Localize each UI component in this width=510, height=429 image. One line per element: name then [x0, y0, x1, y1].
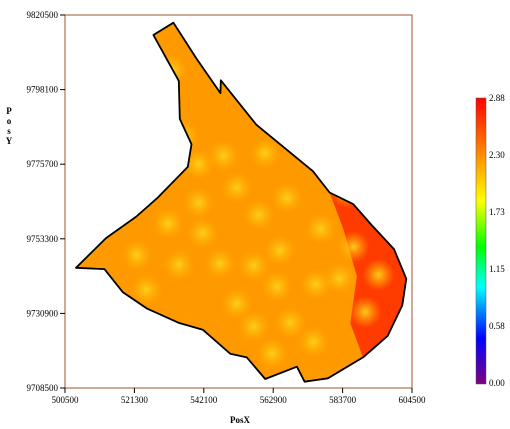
colorbar-label: 0.58	[489, 321, 505, 331]
colorbar-label: 1.73	[489, 207, 505, 217]
hotspot	[297, 325, 330, 358]
hotspot	[249, 137, 282, 170]
hotspot	[167, 119, 200, 152]
hotspot	[182, 148, 215, 181]
plot-frame	[64, 14, 413, 389]
hotspot	[256, 337, 289, 370]
x-axis: 500500 521300 542100 562900 583700 60450…	[52, 388, 427, 405]
hotspot	[140, 67, 173, 100]
colorbar-gradient	[475, 97, 487, 385]
y-tick-label: 9775700	[27, 159, 59, 169]
hotspot	[362, 258, 395, 291]
y-axis-title: P o s Y	[6, 106, 13, 146]
hotspot	[323, 262, 356, 295]
hotspot	[330, 175, 363, 208]
y-axis: 9820500 9798100 9775700 9753300 9730900 …	[27, 10, 65, 393]
hotspot	[220, 287, 253, 320]
hotspot	[260, 270, 293, 303]
y-axis-title-char: o	[7, 116, 12, 126]
x-tick-label: 521300	[121, 395, 149, 405]
colorbar-label: 1.15	[489, 264, 505, 274]
colorbar-label: 2.88	[489, 93, 505, 103]
colorbar: 2.88 2.30 1.73 1.15 0.58 0.00	[475, 93, 505, 388]
hotspot	[220, 171, 253, 204]
y-tick-label: 9820500	[27, 10, 59, 20]
y-tick-label: 9708500	[27, 383, 59, 393]
region-outline	[75, 21, 408, 383]
hotspot	[349, 296, 382, 329]
hotspot	[237, 310, 270, 343]
hotspot	[337, 230, 370, 263]
hotspot	[152, 207, 185, 240]
y-tick-label: 9798100	[27, 85, 59, 95]
hotspot	[270, 181, 303, 214]
hotspot	[186, 217, 219, 250]
colorbar-label: 0.00	[489, 378, 505, 388]
hotspot	[207, 139, 240, 172]
hotspot	[274, 306, 307, 339]
x-tick-label: 500500	[52, 395, 80, 405]
hotspot	[237, 249, 270, 282]
x-tick-label: 583700	[329, 395, 357, 405]
hotspot	[242, 198, 275, 231]
hotspot	[263, 234, 296, 267]
region-layer	[75, 21, 408, 383]
x-axis-title: PosX	[230, 415, 251, 425]
hotspot	[162, 248, 195, 281]
y-tick-label: 9753300	[27, 234, 59, 244]
y-axis-title-char: s	[7, 126, 11, 136]
y-tick-label: 9730900	[27, 308, 59, 318]
hotspot	[304, 212, 337, 245]
hotspot	[182, 186, 215, 219]
x-tick-label: 542100	[190, 395, 218, 405]
y-axis-title-char: Y	[6, 136, 13, 146]
colorbar-label: 2.30	[489, 150, 505, 160]
x-tick-label: 604500	[399, 395, 427, 405]
y-axis-title-char: P	[6, 106, 12, 116]
hotspot	[130, 273, 163, 306]
hotspot	[204, 247, 237, 280]
x-tick-label: 562900	[260, 395, 288, 405]
hotspot	[120, 239, 153, 272]
